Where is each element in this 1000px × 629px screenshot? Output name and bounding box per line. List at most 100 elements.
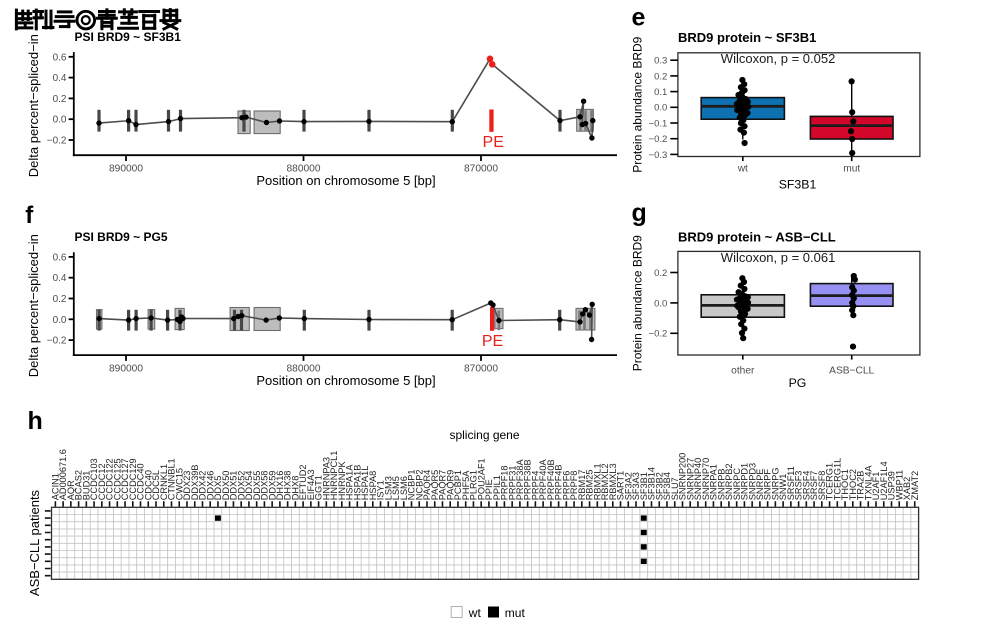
svg-text:U2AF1L4: U2AF1L4 xyxy=(879,461,889,500)
svg-text:BCAS2: BCAS2 xyxy=(74,470,84,500)
svg-text:Delta percent−spliced−in: Delta percent−spliced−in xyxy=(26,34,41,177)
svg-text:SNRNP27: SNRNP27 xyxy=(685,458,695,500)
svg-text:ACIN1: ACIN1 xyxy=(50,473,60,500)
svg-text:PRPF8: PRPF8 xyxy=(569,471,579,501)
svg-text:NCBP2: NCBP2 xyxy=(414,470,424,501)
svg-text:GGT1: GGT1 xyxy=(314,475,324,500)
svg-text:CCDC12: CCDC12 xyxy=(97,463,107,500)
svg-text:SNRPB2: SNRPB2 xyxy=(724,463,734,500)
svg-text:PRPF40A: PRPF40A xyxy=(538,458,548,500)
svg-text:DDX54: DDX54 xyxy=(244,471,254,501)
svg-text:0.2: 0.2 xyxy=(654,268,667,279)
svg-text:CCDC127: CCDC127 xyxy=(120,458,130,500)
svg-text:SF3B1: SF3B1 xyxy=(779,178,817,192)
svg-text:PRPF38A: PRPF38A xyxy=(515,458,525,500)
svg-text:Protein abundance BRD9: Protein abundance BRD9 xyxy=(631,235,645,371)
svg-text:CDC40: CDC40 xyxy=(143,470,153,500)
svg-text:LSM6: LSM6 xyxy=(399,476,409,500)
svg-text:0.3: 0.3 xyxy=(654,56,667,67)
svg-text:0.6: 0.6 xyxy=(53,252,67,263)
svg-text:SNRNP40: SNRNP40 xyxy=(693,458,703,500)
svg-text:CCDC103: CCDC103 xyxy=(89,458,99,500)
svg-text:SRSF4: SRSF4 xyxy=(801,471,811,501)
svg-text:870000: 870000 xyxy=(464,363,498,374)
svg-text:splicing gene: splicing gene xyxy=(449,428,519,442)
svg-text:HNRNPK: HNRNPK xyxy=(337,461,347,501)
svg-text:0.1: 0.1 xyxy=(654,87,667,98)
svg-text:ZMAT2: ZMAT2 xyxy=(910,471,920,500)
svg-text:wt: wt xyxy=(737,164,748,175)
svg-text:SART1: SART1 xyxy=(616,471,626,500)
svg-text:SNRPD3: SNRPD3 xyxy=(747,463,757,500)
svg-text:WBP11: WBP11 xyxy=(894,470,904,500)
svg-text:PRPF18: PRPF18 xyxy=(500,465,510,500)
svg-text:SNRPD1: SNRPD1 xyxy=(740,463,750,500)
svg-text:PSI BRD9 ~ PG5: PSI BRD9 ~ PG5 xyxy=(75,230,168,244)
svg-text:−0.1: −0.1 xyxy=(649,118,668,129)
svg-text:mut: mut xyxy=(843,164,860,175)
svg-text:CRNKL1: CRNKL1 xyxy=(159,464,169,500)
svg-text:SF3A3: SF3A3 xyxy=(631,472,641,500)
svg-text:CDC5L: CDC5L xyxy=(151,470,161,500)
svg-text:SF3B14: SF3B14 xyxy=(647,467,657,500)
svg-text:CWC15: CWC15 xyxy=(174,468,184,500)
svg-text:h: h xyxy=(28,407,43,435)
svg-text:SNRPA1: SNRPA1 xyxy=(709,464,719,500)
svg-text:0.4: 0.4 xyxy=(53,73,67,84)
svg-text:880000: 880000 xyxy=(287,164,321,175)
svg-text:PE: PE xyxy=(483,134,504,151)
svg-text:Wilcoxon, p = 0.061: Wilcoxon, p = 0.061 xyxy=(721,250,836,265)
svg-text:0.2: 0.2 xyxy=(53,294,67,305)
svg-text:POU2AF1: POU2AF1 xyxy=(476,458,486,500)
svg-text:PRPF40B: PRPF40B xyxy=(546,459,556,500)
svg-text:TCERG1L: TCERG1L xyxy=(832,458,842,500)
svg-text:PRPF6: PRPF6 xyxy=(561,471,571,501)
svg-text:DDX52: DDX52 xyxy=(236,471,246,501)
svg-text:HNRNPA3: HNRNPA3 xyxy=(321,457,331,500)
svg-text:SNRPG: SNRPG xyxy=(770,468,780,501)
svg-text:TXNL4A: TXNL4A xyxy=(863,465,873,501)
svg-text:DDX55: DDX55 xyxy=(252,471,262,501)
svg-text:AQR: AQR xyxy=(66,480,76,500)
svg-text:TCERG1: TCERG1 xyxy=(825,463,835,500)
svg-text:SF3B1: SF3B1 xyxy=(639,472,649,500)
svg-text:Wilcoxon, p = 0.052: Wilcoxon, p = 0.052 xyxy=(721,51,836,66)
svg-text:CCDC129: CCDC129 xyxy=(128,458,138,500)
svg-text:CCDC40: CCDC40 xyxy=(136,463,146,500)
svg-text:0.4: 0.4 xyxy=(53,273,67,284)
svg-text:HNRNPCL1: HNRNPCL1 xyxy=(329,451,339,501)
svg-text:SRSF7: SRSF7 xyxy=(809,471,819,501)
svg-text:SLU7: SLU7 xyxy=(670,477,680,500)
svg-text:BRD9 protein ~ SF3B1: BRD9 protein ~ SF3B1 xyxy=(678,30,816,45)
svg-text:THOC1: THOC1 xyxy=(840,469,850,500)
svg-text:SNRPF: SNRPF xyxy=(763,469,773,501)
svg-text:BUD31: BUD31 xyxy=(81,471,91,501)
svg-text:870000: 870000 xyxy=(464,164,498,175)
svg-text:RBM17: RBM17 xyxy=(577,470,587,501)
svg-text:PAQR9: PAQR9 xyxy=(445,470,455,500)
svg-text:DDX39B: DDX39B xyxy=(190,464,200,500)
svg-text:mut: mut xyxy=(505,606,526,620)
svg-text:f: f xyxy=(25,202,34,229)
svg-text:SNRNP200: SNRNP200 xyxy=(678,453,688,501)
svg-text:−0.2: −0.2 xyxy=(649,329,668,340)
svg-text:wt: wt xyxy=(468,606,482,620)
svg-text:SF3A2: SF3A2 xyxy=(623,472,633,500)
svg-text:PRPF4B: PRPF4B xyxy=(554,464,564,500)
svg-text:CTNNBL1: CTNNBL1 xyxy=(167,458,177,500)
svg-text:PRPF38B: PRPF38B xyxy=(523,459,533,500)
svg-text:TRA2B: TRA2B xyxy=(856,471,866,501)
svg-text:ISY1: ISY1 xyxy=(376,480,386,500)
svg-text:U2AF1: U2AF1 xyxy=(871,472,881,501)
svg-text:NCBP1: NCBP1 xyxy=(407,470,417,501)
svg-text:0.2: 0.2 xyxy=(53,94,67,105)
svg-text:DDX58: DDX58 xyxy=(260,471,270,501)
svg-text:PE: PE xyxy=(482,333,503,350)
svg-text:0.0: 0.0 xyxy=(654,298,667,309)
svg-text:DDX50: DDX50 xyxy=(221,471,231,501)
svg-text:890000: 890000 xyxy=(109,164,143,175)
svg-text:PAQR4: PAQR4 xyxy=(422,470,432,500)
svg-text:DDX23: DDX23 xyxy=(182,471,192,501)
svg-text:SNRNP70: SNRNP70 xyxy=(701,458,711,500)
svg-text:ASB−CLL patients: ASB−CLL patients xyxy=(27,489,42,596)
